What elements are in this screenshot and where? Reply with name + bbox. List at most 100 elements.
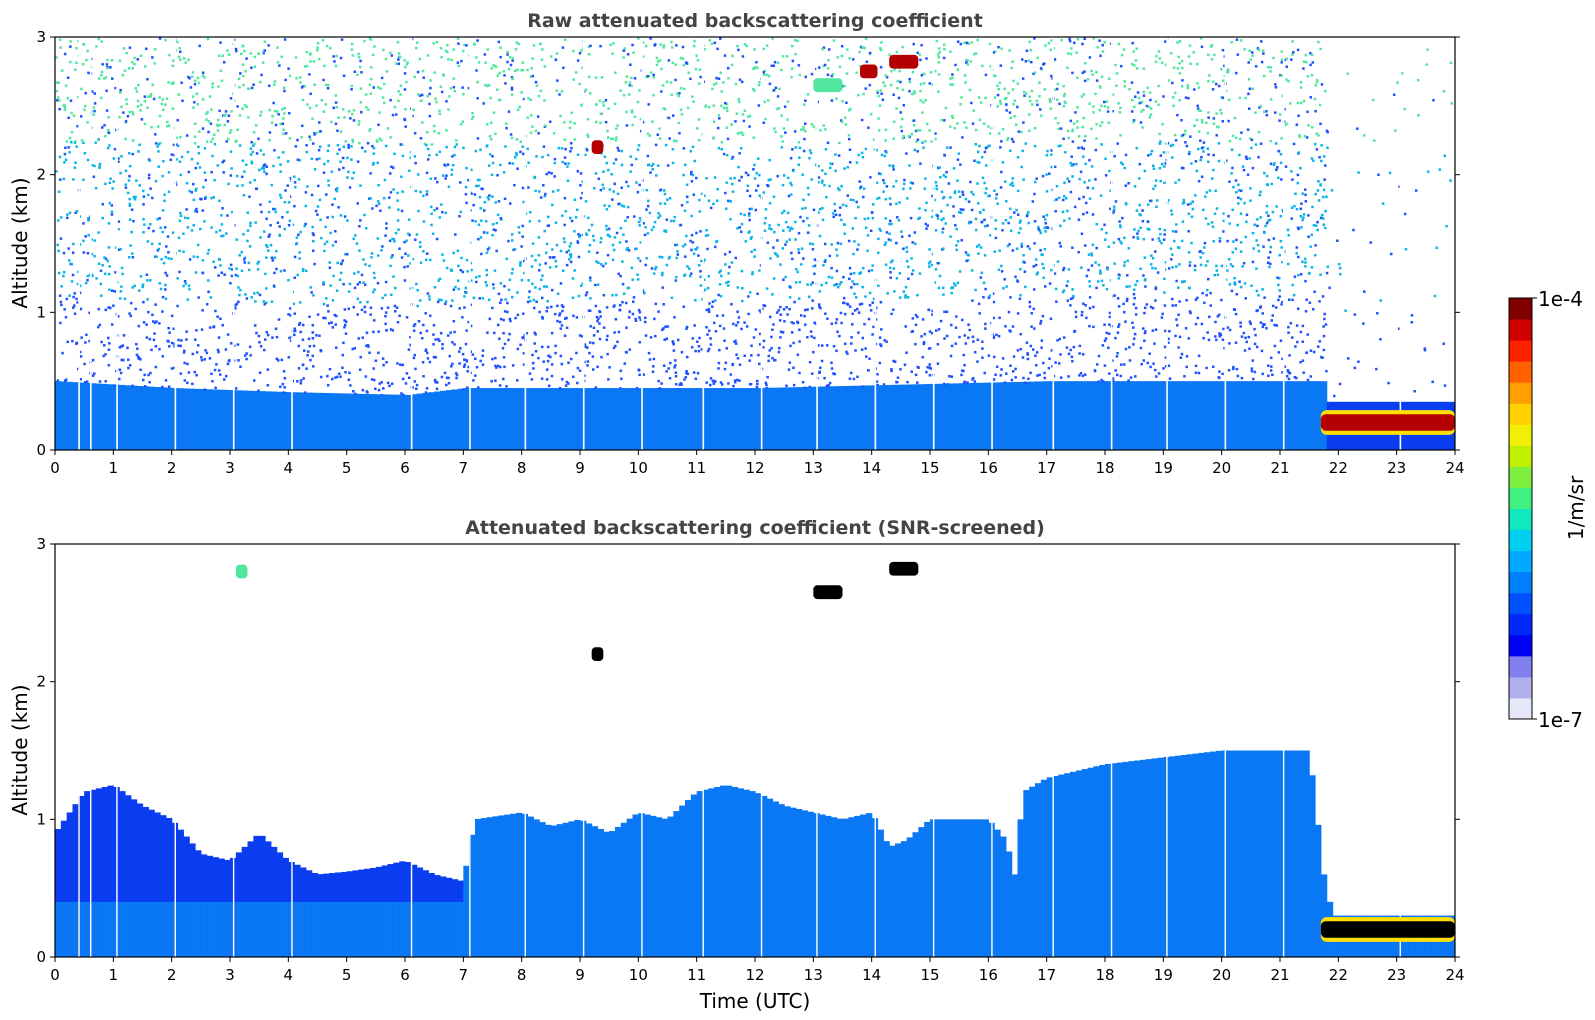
heatmap-cell — [878, 336, 882, 339]
heatmap-cell — [221, 54, 225, 57]
heatmap-cell — [985, 187, 988, 190]
heatmap-cell — [216, 129, 220, 132]
heatmap-cell — [138, 184, 141, 187]
heatmap-cell — [473, 193, 477, 196]
heatmap-cell — [321, 39, 325, 42]
heatmap-cell — [55, 99, 59, 102]
heatmap-cell — [397, 58, 400, 61]
heatmap-cell — [440, 90, 444, 94]
heatmap-cell — [604, 120, 608, 124]
heatmap-cell — [669, 361, 672, 365]
heatmap-cell — [164, 288, 167, 291]
heatmap-cell — [638, 183, 641, 187]
heatmap-cell — [464, 193, 468, 196]
heatmap-cell — [636, 190, 640, 194]
heatmap-cell — [341, 259, 345, 262]
heatmap-cell — [271, 114, 274, 118]
heatmap-cell — [644, 334, 648, 337]
heatmap-cell — [572, 78, 576, 81]
heatmap-cell — [715, 314, 719, 318]
heatmap-cell — [63, 104, 66, 107]
heatmap-cell — [572, 314, 575, 318]
heatmap-cell — [828, 184, 831, 188]
heatmap-cell — [391, 329, 395, 332]
heatmap-cell — [522, 97, 526, 101]
heatmap-cell — [802, 198, 805, 202]
heatmap-cell — [110, 323, 114, 326]
heatmap-cell — [217, 336, 221, 339]
heatmap-cell — [200, 356, 203, 359]
heatmap-cell — [957, 152, 961, 155]
heatmap-cell — [226, 49, 229, 52]
heatmap-cell — [1037, 225, 1040, 229]
heatmap-cell — [390, 293, 393, 297]
heatmap-cell — [195, 388, 202, 450]
heatmap-cell — [744, 171, 748, 175]
heatmap-cell — [334, 229, 337, 233]
heatmap-cell — [651, 168, 655, 171]
heatmap-cell — [91, 274, 94, 278]
heatmap-cell — [376, 281, 380, 285]
heatmap-cell — [970, 190, 973, 194]
heatmap-cell — [334, 64, 338, 68]
heatmap-cell — [217, 118, 220, 122]
heatmap-cell — [690, 233, 694, 237]
heatmap-cell — [709, 377, 713, 380]
heatmap-cell — [741, 299, 744, 303]
heatmap-cell — [792, 341, 795, 345]
heatmap-cell — [424, 258, 428, 261]
heatmap-cell — [271, 336, 274, 339]
heatmap-cell — [263, 338, 267, 341]
heatmap-cell — [662, 44, 666, 47]
heatmap-cell — [400, 175, 403, 179]
heatmap-cell — [1125, 203, 1128, 206]
heatmap-cell — [563, 334, 567, 337]
heatmap-cell — [1007, 221, 1010, 225]
heatmap-cell — [510, 388, 517, 450]
heatmap-cell — [377, 202, 381, 206]
heatmap-cell — [507, 67, 511, 71]
heatmap-cell — [982, 382, 989, 450]
heatmap-cell — [358, 65, 362, 69]
heatmap-cell — [686, 372, 690, 376]
heatmap-cell — [890, 222, 893, 226]
heatmap-cell — [906, 296, 910, 299]
heatmap-cell — [247, 390, 254, 450]
heatmap-cell — [530, 114, 533, 117]
heatmap-cell — [535, 300, 538, 303]
heatmap-cell — [880, 41, 883, 44]
heatmap-cell — [433, 378, 437, 382]
heatmap-cell — [962, 369, 965, 373]
heatmap-cell — [391, 113, 395, 117]
heatmap-cell — [577, 294, 581, 298]
heatmap-cell — [393, 105, 397, 109]
heatmap-cell — [1123, 264, 1126, 267]
heatmap-cell — [429, 79, 432, 82]
heatmap-cell — [452, 48, 455, 51]
heatmap-cell — [928, 330, 932, 333]
heatmap-cell — [440, 55, 443, 59]
heatmap-cell — [152, 338, 156, 342]
heatmap-cell — [273, 149, 276, 152]
heatmap-cell — [624, 81, 628, 84]
heatmap-cell — [369, 306, 373, 310]
heatmap-cell — [623, 47, 626, 50]
heatmap-cell — [156, 249, 160, 252]
heatmap-cell — [244, 69, 248, 73]
heatmap-cell — [698, 68, 702, 71]
heatmap-cell — [374, 387, 377, 391]
heatmap-cell — [636, 148, 640, 151]
heatmap-cell — [999, 102, 1003, 105]
heatmap-cell — [360, 71, 363, 74]
heatmap-cell — [962, 353, 966, 357]
heatmap-cell — [878, 227, 881, 231]
heatmap-cell — [57, 81, 61, 84]
heatmap-cell — [857, 331, 860, 334]
heatmap-cell — [996, 202, 999, 205]
heatmap-cell — [817, 211, 820, 214]
heatmap-cell — [607, 378, 610, 381]
heatmap-cell — [159, 226, 162, 230]
heatmap-cell — [926, 366, 929, 369]
heatmap-cell — [404, 125, 407, 128]
heatmap-cell — [522, 200, 525, 204]
